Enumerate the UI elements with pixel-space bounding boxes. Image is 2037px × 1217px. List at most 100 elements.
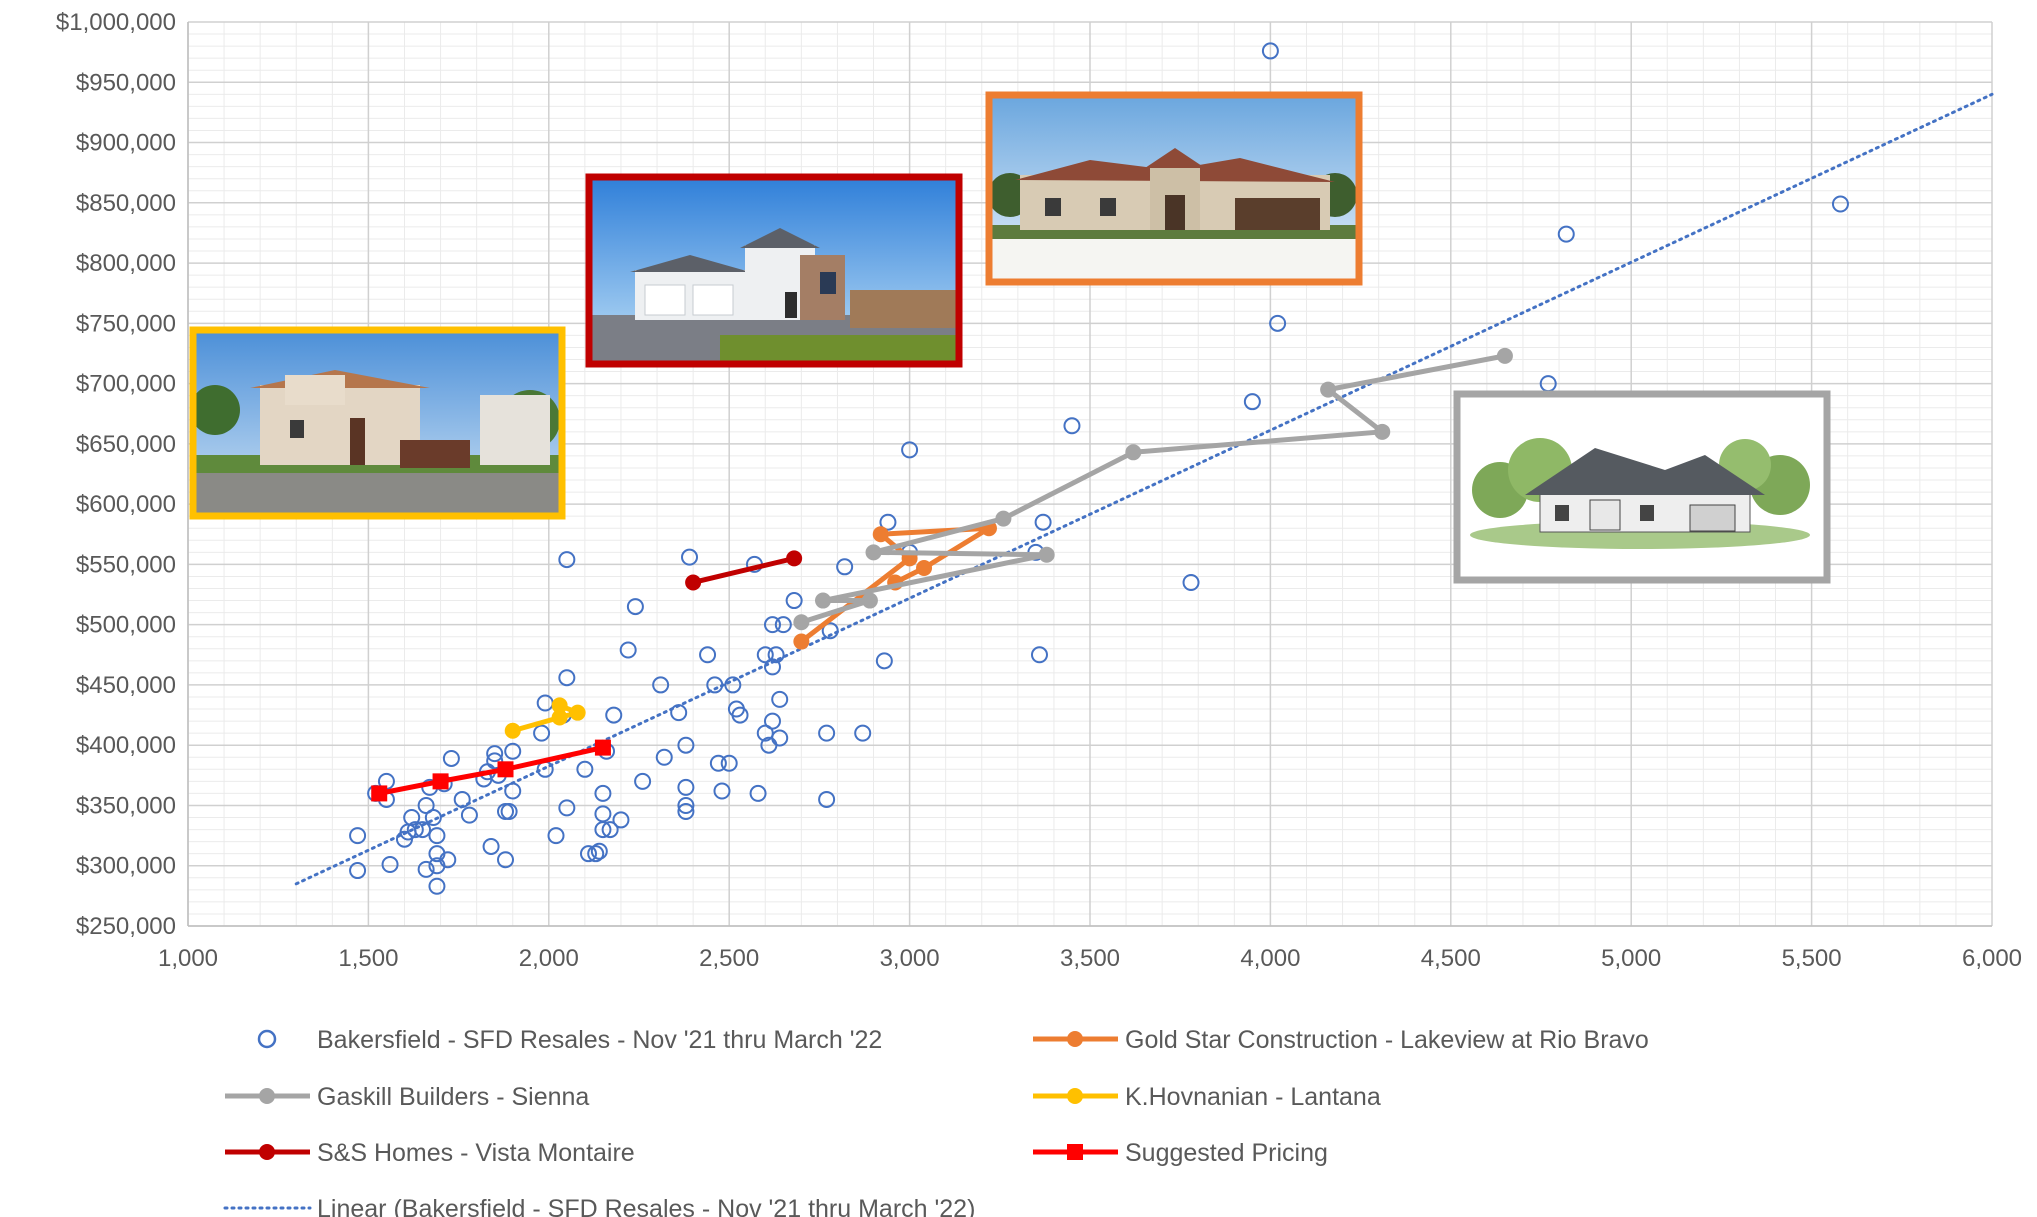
resale-point (1261, 42, 1279, 60)
resale-point (590, 842, 608, 860)
resale-point (699, 646, 717, 664)
resale-point (442, 749, 460, 767)
series-point (786, 550, 803, 567)
resale-point (497, 802, 515, 820)
resale-point (713, 782, 731, 800)
resale-point (767, 646, 785, 664)
resale-point (879, 513, 897, 531)
resale-point (785, 592, 803, 610)
series-point (1496, 347, 1513, 364)
y-tick-label: $900,000 (76, 130, 176, 157)
resale-point (349, 827, 367, 845)
resale-point (709, 754, 727, 772)
series-line (510, 702, 581, 734)
resale-point (818, 790, 836, 808)
ss-homes-house-photo (585, 173, 963, 368)
resale-point (756, 646, 774, 664)
resale-point (482, 837, 500, 855)
x-tick-label: 3,000 (880, 945, 940, 972)
legend-label: Gaskill Builders - Sienna (317, 1083, 589, 1111)
resale-point (901, 441, 919, 459)
resale-point (763, 658, 781, 676)
series-line (376, 745, 606, 796)
resale-point (424, 809, 442, 827)
x-tick-label: 3,500 (1060, 945, 1120, 972)
legend-marker (257, 1029, 277, 1049)
resale-point (417, 796, 435, 814)
resale-point (349, 862, 367, 880)
resale-point (417, 860, 435, 878)
x-tick-label: 5,500 (1782, 945, 1842, 972)
resale-point (414, 821, 432, 839)
y-tick-label: $300,000 (76, 853, 176, 880)
resale-point (731, 706, 749, 724)
x-tick-label: 4,500 (1421, 945, 1481, 972)
y-tick-label: $600,000 (76, 491, 176, 518)
resale-point (771, 690, 789, 708)
resale-point (533, 724, 551, 742)
resale-point (677, 778, 695, 796)
y-tick-label: $850,000 (76, 190, 176, 217)
resale-point (576, 760, 594, 778)
resale-point (875, 652, 893, 670)
series-line (690, 555, 797, 585)
x-tick-label: 1,500 (338, 945, 398, 972)
resale-point (500, 802, 518, 820)
series-point (793, 614, 810, 631)
axes: 1,000 1,500 2,000 2,500 3,000 3,500 4,000 4,500… (56, 9, 2022, 972)
series-point (916, 560, 933, 577)
series-point (504, 722, 521, 739)
gold-star-house-photo (985, 91, 1363, 286)
legend-marker (1067, 1031, 1083, 1047)
legend: Bakersfield - SFD Resales - Nov '21 thru… (223, 1026, 1649, 1217)
series-point (872, 526, 889, 543)
resale-point (763, 616, 781, 634)
resale-point (439, 851, 457, 869)
legend-marker (1067, 1088, 1083, 1104)
x-tick-label: 2,500 (699, 945, 759, 972)
resale-point (1063, 417, 1081, 435)
resale-point (720, 754, 738, 772)
series-point (815, 592, 832, 609)
resale-point (428, 877, 446, 895)
series-point (861, 592, 878, 609)
series-point (865, 544, 882, 561)
legend-marker (259, 1144, 275, 1160)
resale-point (681, 548, 699, 566)
resale-point (655, 748, 673, 766)
series-point (685, 574, 702, 591)
resale-point (594, 805, 612, 823)
legend-entry: Suggested Pricing (1033, 1139, 1328, 1167)
resale-point (854, 724, 872, 742)
resale-point (558, 551, 576, 569)
resale-point (774, 616, 792, 634)
resale-point (677, 796, 695, 814)
resale-point (605, 706, 623, 724)
gaskill-house-rendering (1453, 390, 1831, 584)
x-tick-label: 5,000 (1601, 945, 1661, 972)
resale-point (587, 845, 605, 863)
legend-marker (259, 1088, 275, 1104)
legend-entry: Bakersfield - SFD Resales - Nov '21 thru… (257, 1026, 882, 1054)
y-tick-label: $350,000 (76, 792, 176, 819)
resale-point (763, 712, 781, 730)
x-tick-label: 6,000 (1962, 945, 2022, 972)
k-hovnanian-house-photo (189, 326, 566, 520)
series-point (569, 704, 586, 721)
resale-point (619, 641, 637, 659)
resale-point (579, 845, 597, 863)
series-point (432, 773, 449, 790)
resale-point (677, 802, 695, 820)
resale-point (497, 851, 515, 869)
series-point (1038, 546, 1055, 563)
legend-entry: Gold Star Construction - Lakeview at Rio… (1033, 1026, 1649, 1054)
resale-point (1030, 646, 1048, 664)
builder-series (371, 347, 1513, 802)
resale-point (453, 790, 471, 808)
resale-point (504, 742, 522, 760)
series-point (371, 785, 388, 802)
resale-point (652, 676, 670, 694)
resale-point (818, 724, 836, 742)
resale-point (381, 856, 399, 874)
